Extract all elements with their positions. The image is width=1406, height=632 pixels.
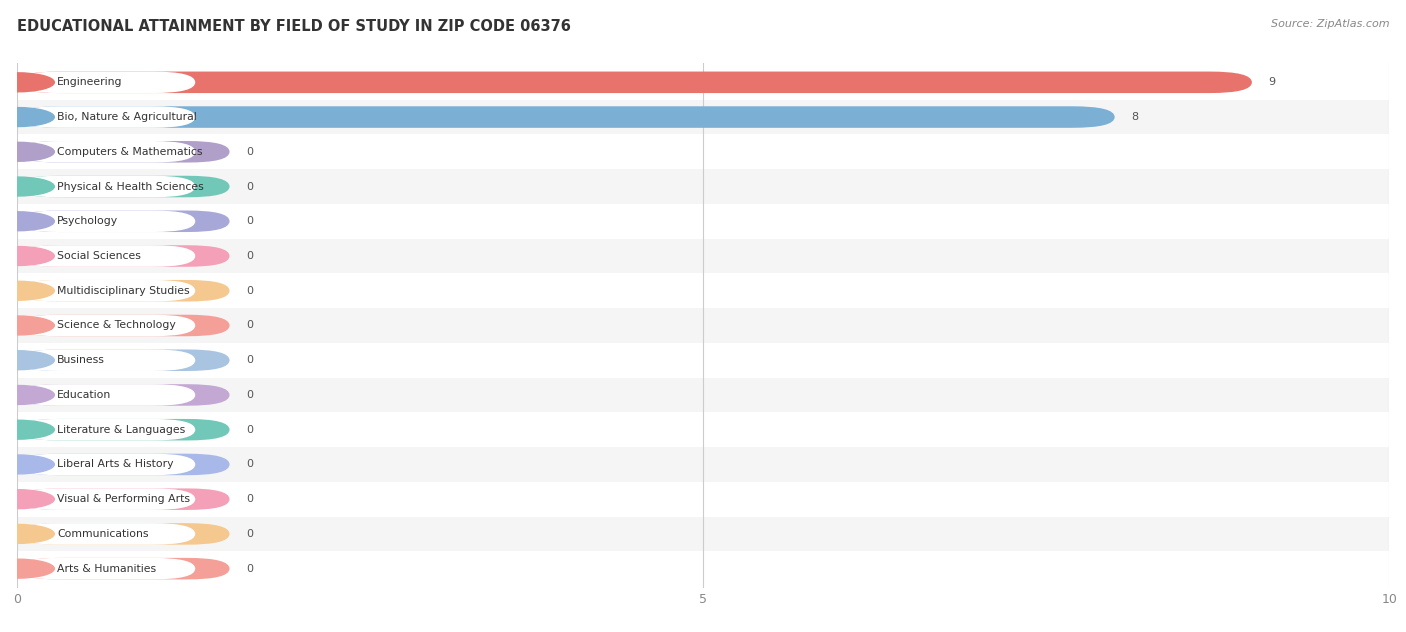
Text: Multidisciplinary Studies: Multidisciplinary Studies bbox=[58, 286, 190, 296]
Bar bbox=[17, 100, 1389, 135]
FancyBboxPatch shape bbox=[17, 245, 229, 267]
Circle shape bbox=[0, 525, 55, 544]
Text: 0: 0 bbox=[246, 181, 253, 191]
Text: Education: Education bbox=[58, 390, 111, 400]
Text: 0: 0 bbox=[246, 425, 253, 435]
Text: 0: 0 bbox=[246, 251, 253, 261]
Bar bbox=[17, 274, 1389, 308]
FancyBboxPatch shape bbox=[17, 315, 229, 336]
Text: EDUCATIONAL ATTAINMENT BY FIELD OF STUDY IN ZIP CODE 06376: EDUCATIONAL ATTAINMENT BY FIELD OF STUDY… bbox=[17, 19, 571, 34]
Text: 0: 0 bbox=[246, 390, 253, 400]
Text: 0: 0 bbox=[246, 459, 253, 470]
Circle shape bbox=[0, 316, 55, 335]
FancyBboxPatch shape bbox=[17, 489, 229, 510]
Text: 0: 0 bbox=[246, 286, 253, 296]
Bar bbox=[17, 412, 1389, 447]
Text: 9: 9 bbox=[1268, 77, 1275, 87]
Text: Business: Business bbox=[58, 355, 105, 365]
FancyBboxPatch shape bbox=[17, 141, 195, 162]
Bar bbox=[17, 204, 1389, 239]
FancyBboxPatch shape bbox=[17, 489, 195, 510]
FancyBboxPatch shape bbox=[17, 349, 195, 371]
FancyBboxPatch shape bbox=[17, 176, 229, 197]
Circle shape bbox=[0, 142, 55, 161]
Text: Social Sciences: Social Sciences bbox=[58, 251, 141, 261]
Text: Physical & Health Sciences: Physical & Health Sciences bbox=[58, 181, 204, 191]
Text: Engineering: Engineering bbox=[58, 77, 122, 87]
FancyBboxPatch shape bbox=[17, 558, 195, 580]
Text: Computers & Mathematics: Computers & Mathematics bbox=[58, 147, 202, 157]
Circle shape bbox=[0, 559, 55, 578]
Text: 0: 0 bbox=[246, 564, 253, 574]
FancyBboxPatch shape bbox=[17, 71, 1251, 93]
FancyBboxPatch shape bbox=[17, 315, 195, 336]
Circle shape bbox=[0, 246, 55, 265]
Text: 0: 0 bbox=[246, 529, 253, 539]
FancyBboxPatch shape bbox=[17, 454, 229, 475]
Circle shape bbox=[0, 351, 55, 370]
FancyBboxPatch shape bbox=[17, 419, 229, 441]
Text: Science & Technology: Science & Technology bbox=[58, 320, 176, 331]
Bar bbox=[17, 169, 1389, 204]
Text: 0: 0 bbox=[246, 147, 253, 157]
FancyBboxPatch shape bbox=[17, 419, 195, 441]
FancyBboxPatch shape bbox=[17, 384, 229, 406]
Text: 0: 0 bbox=[246, 494, 253, 504]
FancyBboxPatch shape bbox=[17, 106, 195, 128]
FancyBboxPatch shape bbox=[17, 210, 195, 232]
Text: Bio, Nature & Agricultural: Bio, Nature & Agricultural bbox=[58, 112, 197, 122]
Circle shape bbox=[0, 420, 55, 439]
Text: 0: 0 bbox=[246, 216, 253, 226]
Text: Liberal Arts & History: Liberal Arts & History bbox=[58, 459, 174, 470]
Circle shape bbox=[0, 177, 55, 196]
Bar bbox=[17, 135, 1389, 169]
Bar bbox=[17, 482, 1389, 516]
FancyBboxPatch shape bbox=[17, 349, 229, 371]
FancyBboxPatch shape bbox=[17, 523, 229, 545]
Text: 0: 0 bbox=[246, 355, 253, 365]
Bar bbox=[17, 447, 1389, 482]
Text: 8: 8 bbox=[1132, 112, 1139, 122]
Circle shape bbox=[0, 386, 55, 404]
Bar bbox=[17, 308, 1389, 343]
Bar bbox=[17, 551, 1389, 586]
Circle shape bbox=[0, 490, 55, 509]
Text: Literature & Languages: Literature & Languages bbox=[58, 425, 186, 435]
FancyBboxPatch shape bbox=[17, 454, 195, 475]
FancyBboxPatch shape bbox=[17, 384, 195, 406]
FancyBboxPatch shape bbox=[17, 523, 195, 545]
Circle shape bbox=[0, 212, 55, 231]
Bar bbox=[17, 343, 1389, 377]
FancyBboxPatch shape bbox=[17, 71, 195, 93]
Circle shape bbox=[0, 73, 55, 92]
Text: Communications: Communications bbox=[58, 529, 149, 539]
Circle shape bbox=[0, 281, 55, 300]
FancyBboxPatch shape bbox=[17, 558, 229, 580]
Circle shape bbox=[0, 455, 55, 474]
Bar bbox=[17, 516, 1389, 551]
FancyBboxPatch shape bbox=[17, 141, 229, 162]
Bar bbox=[17, 377, 1389, 412]
FancyBboxPatch shape bbox=[17, 210, 229, 232]
Text: Visual & Performing Arts: Visual & Performing Arts bbox=[58, 494, 190, 504]
FancyBboxPatch shape bbox=[17, 106, 1115, 128]
Text: 0: 0 bbox=[246, 320, 253, 331]
Text: Psychology: Psychology bbox=[58, 216, 118, 226]
Circle shape bbox=[0, 107, 55, 126]
Bar bbox=[17, 65, 1389, 100]
Text: Arts & Humanities: Arts & Humanities bbox=[58, 564, 156, 574]
Bar bbox=[17, 239, 1389, 274]
FancyBboxPatch shape bbox=[17, 280, 195, 301]
Text: Source: ZipAtlas.com: Source: ZipAtlas.com bbox=[1271, 19, 1389, 29]
FancyBboxPatch shape bbox=[17, 245, 195, 267]
FancyBboxPatch shape bbox=[17, 280, 229, 301]
FancyBboxPatch shape bbox=[17, 176, 195, 197]
